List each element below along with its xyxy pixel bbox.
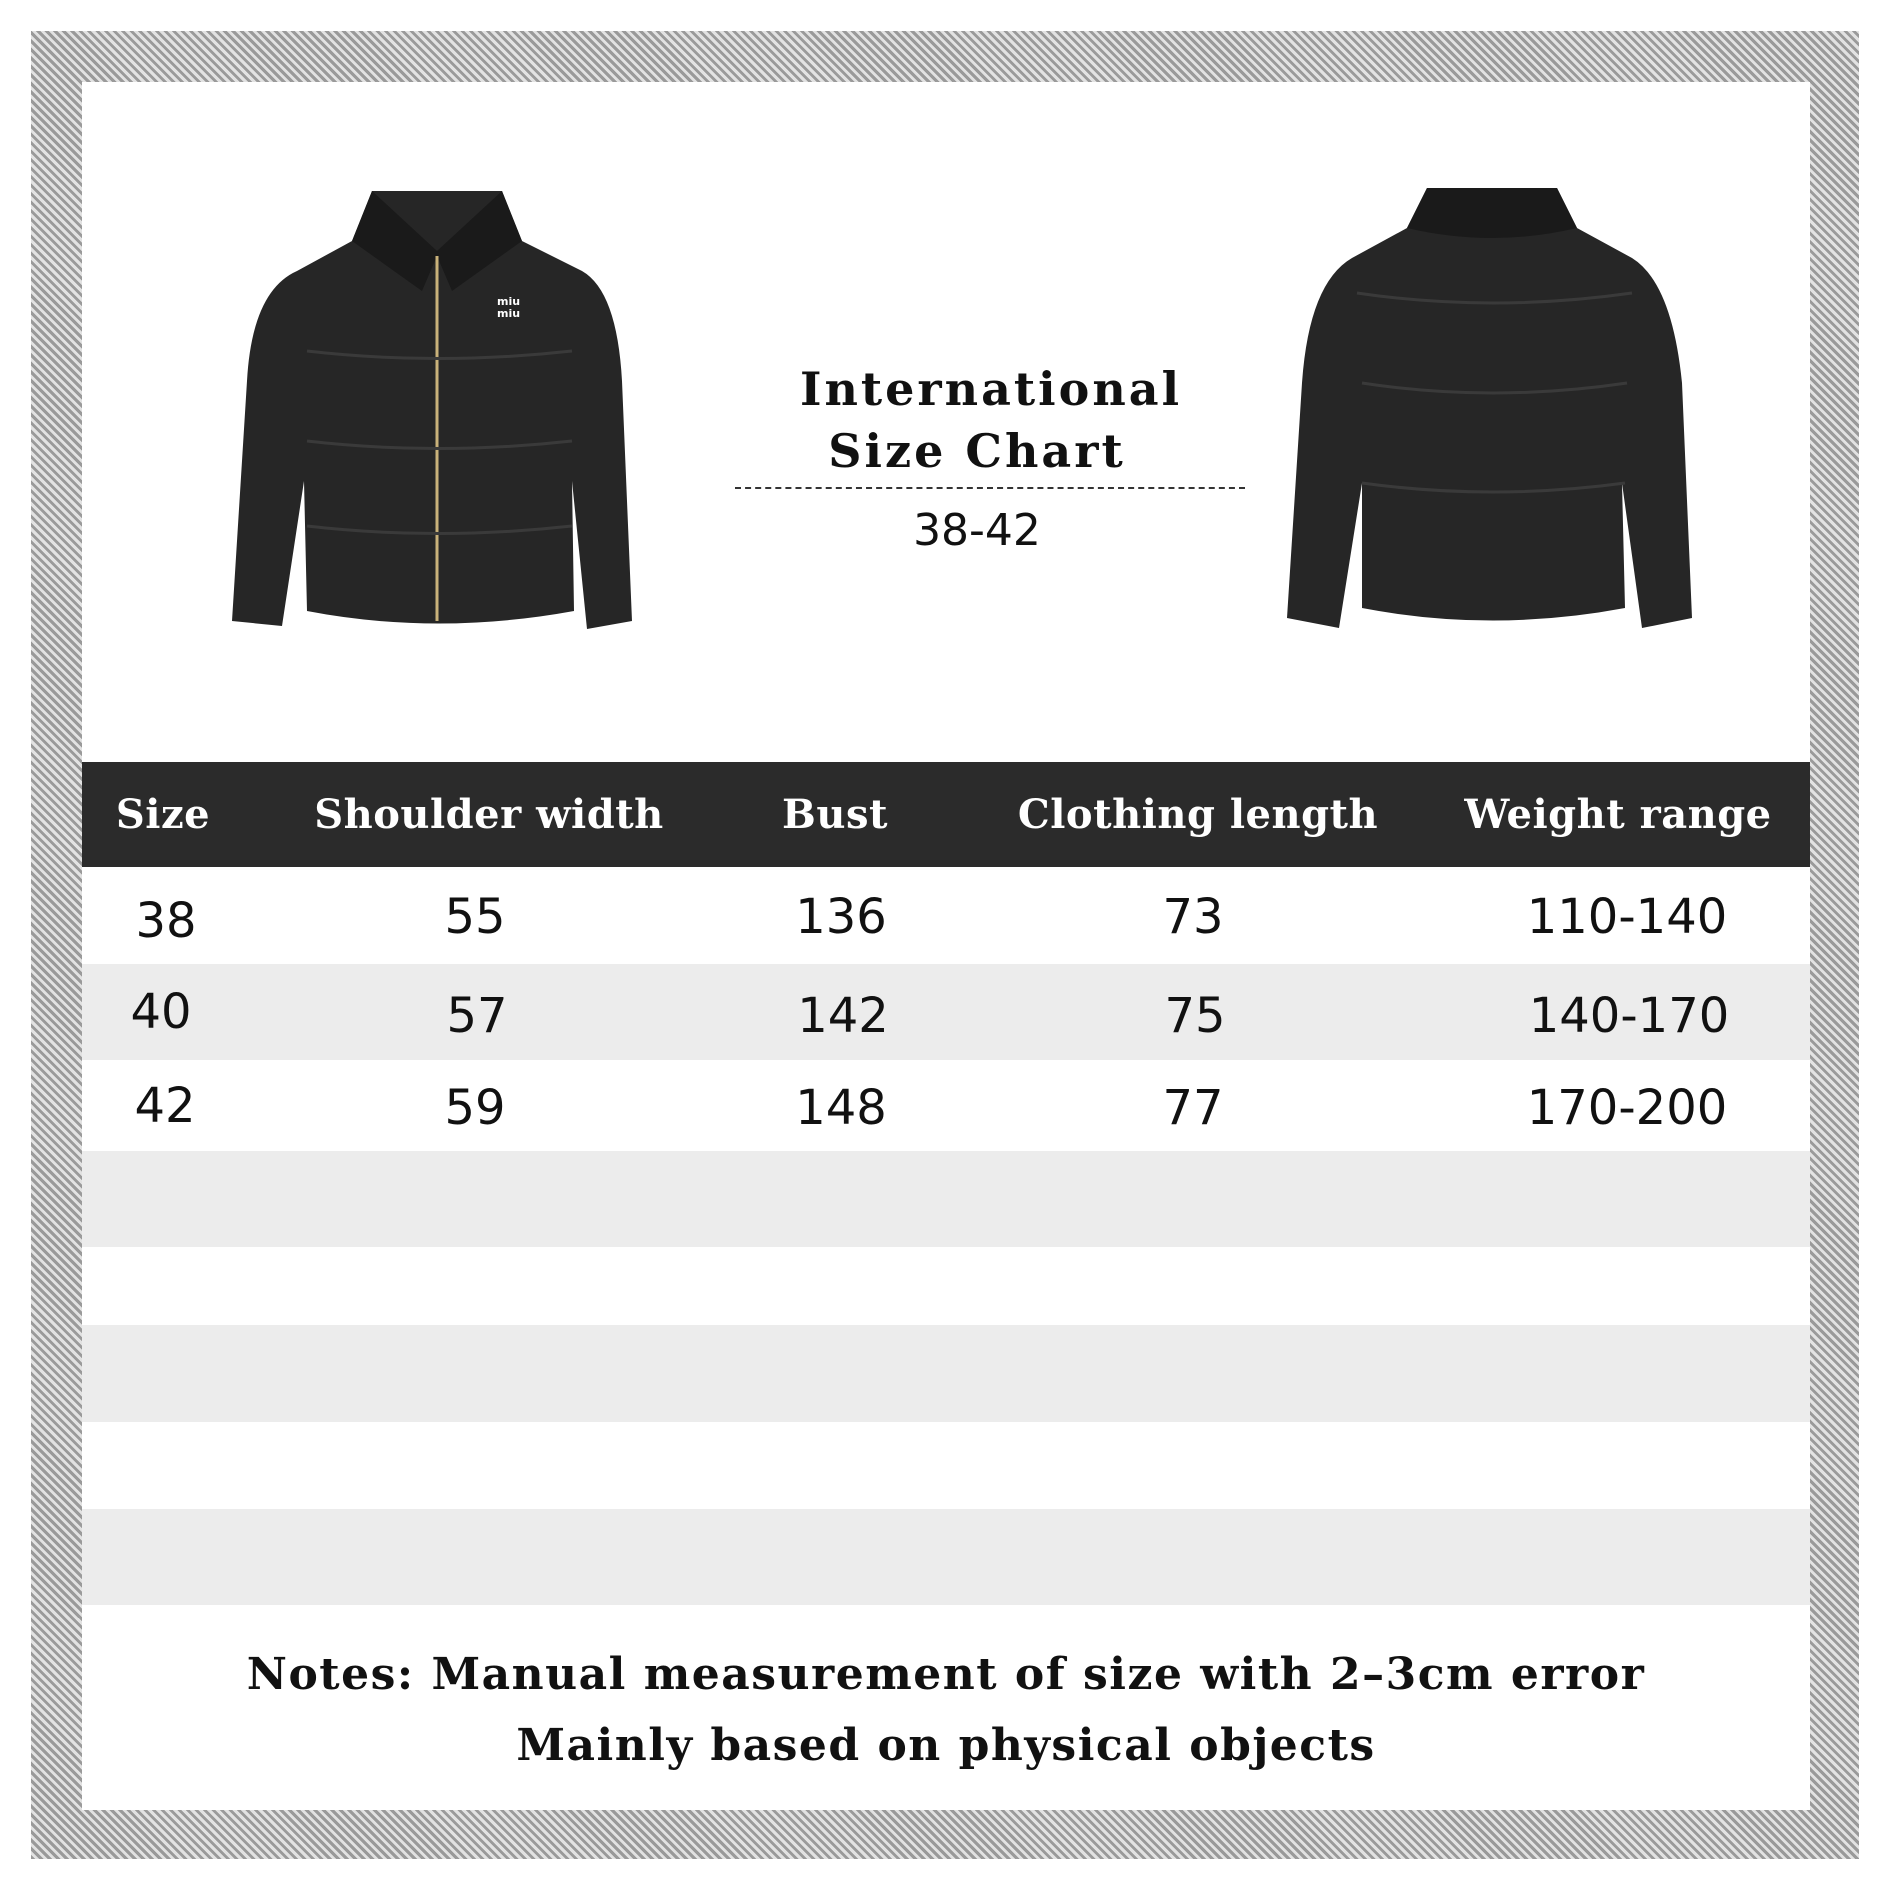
brand-logo: miu (497, 295, 520, 308)
cell-size: 38 (135, 893, 197, 949)
jacket-back-image (1287, 188, 1692, 628)
empty-row (82, 1325, 1810, 1422)
cell-length: 73 (1162, 889, 1224, 945)
cell-weight: 170-200 (1526, 1080, 1728, 1136)
header-clothing-length: Clothing length (1017, 791, 1379, 838)
table-row: 40 57 142 75 140-170 (82, 964, 1810, 1060)
header-weight-range: Weight range (1464, 791, 1772, 838)
dashed-divider (735, 487, 1245, 489)
header-size: Size (115, 791, 211, 838)
empty-row (82, 1509, 1810, 1605)
patterned-border: miu miu International Size Chart 38-42 S… (31, 31, 1859, 1859)
cell-bust: 142 (797, 988, 889, 1044)
table-header: Size Shoulder width Bust Clothing length… (82, 762, 1810, 867)
cell-length: 75 (1164, 988, 1226, 1044)
cell-weight: 110-140 (1526, 889, 1728, 945)
jacket-front-image: miu miu (232, 191, 632, 629)
chart-title-line2: Size Chart (828, 424, 1126, 478)
cell-shoulder: 57 (446, 988, 508, 1044)
empty-row (82, 1151, 1810, 1247)
cell-size: 42 (134, 1078, 196, 1134)
header-shoulder-width: Shoulder width (314, 791, 664, 838)
cell-length: 77 (1162, 1080, 1224, 1136)
size-range: 38-42 (913, 505, 1041, 556)
cell-shoulder: 59 (444, 1080, 506, 1136)
notes-line2: Mainly based on physical objects (516, 1720, 1376, 1771)
cell-size: 40 (130, 984, 192, 1040)
header-bust: Bust (782, 791, 888, 838)
brand-logo-line2: miu (497, 307, 520, 320)
cell-shoulder: 55 (444, 889, 506, 945)
cell-bust: 148 (795, 1080, 887, 1136)
table-row: 38 55 136 73 110-140 (82, 867, 1810, 964)
notes-line1: Notes: Manual measurement of size with 2… (246, 1649, 1646, 1700)
chart-title-line1: International (799, 362, 1183, 416)
size-chart-card: miu miu International Size Chart 38-42 S… (82, 82, 1810, 1810)
table-row: 42 59 148 77 170-200 (82, 1060, 1810, 1151)
cell-bust: 136 (795, 889, 887, 945)
cell-weight: 140-170 (1528, 988, 1730, 1044)
